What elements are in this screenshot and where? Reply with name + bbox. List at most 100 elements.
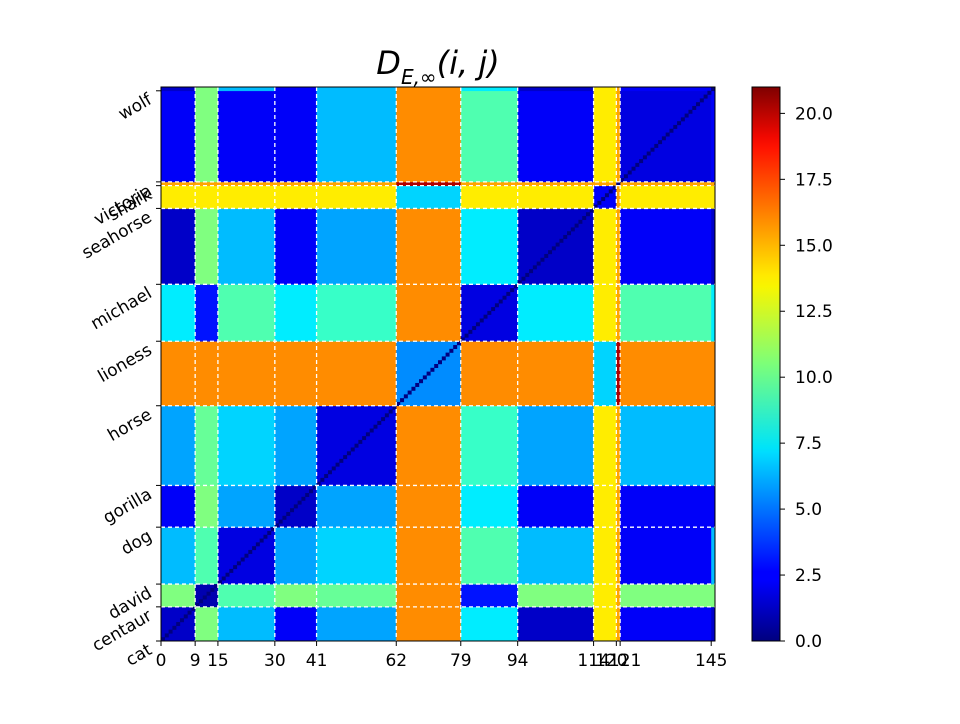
diagonal-cell [198,599,203,604]
diagonal-cell [229,568,234,573]
diagonal-cell [631,166,636,171]
heatmap-cell-victoria-cat [161,90,196,183]
diagonal-cell [635,162,640,167]
heatmap-cell-wolf-david [217,87,276,92]
diagonal-cell [559,238,564,243]
heatmap-cell-michael-cat [161,208,196,285]
heatmap-cell-gorilla-victoria [620,405,712,486]
heatmap-cell-horse-david [217,341,276,407]
x-tick-label: 79 [450,651,472,671]
heatmap-cell-seahorse-david [217,185,276,209]
diagonal-cell [502,295,507,300]
heatmap-cell-lioness-michael [517,284,594,342]
heatmap-cell-seahorse-wolf [711,185,716,209]
diagonal-cell [696,102,701,107]
diagonal-cell [430,367,435,372]
diagonal-cell [438,360,442,365]
plot-frame [160,86,716,642]
x-tick-label: 62 [385,651,407,671]
heatmap-cell-gorilla-lioness [460,405,518,486]
diagonal-cell [612,185,617,190]
diagonal-cell [320,477,325,482]
colorbar [751,86,781,642]
diagonal-cell [654,143,659,148]
heatmap-cell-michael-shark [616,208,621,285]
diagonal-cell [210,587,215,592]
heatmap-cell-david-horse [396,527,462,585]
diagonal-cell [601,197,606,202]
heatmap-cell-horse-gorilla [316,341,397,407]
heatmap-cell-dog-shark [616,485,621,528]
heatmap-cell-centaur-lioness [460,584,518,608]
diagonal-cell [483,314,488,319]
heatmap-cell-michael-wolf [711,208,716,285]
diagonal-cell [658,140,663,145]
heatmap-cell-horse-lioness [460,341,518,407]
diagonal-cell [381,417,386,422]
heatmap-cell-horse-wolf [711,341,716,407]
colorbar-tick-label: 5.0 [795,500,822,520]
diagonal-cell [574,223,579,228]
diagonal-cell [551,246,556,251]
heatmap-cell-michael-dog [274,208,317,285]
diagonal-cell [525,272,530,277]
colorbar-tick-label: 0.0 [795,632,822,652]
diagonal-cell [271,527,276,532]
diagonal-cell [217,580,222,585]
diagonal-cell [639,159,644,164]
heatmap-cell-david-cat [161,527,196,585]
heatmap-cell-lioness-gorilla [316,284,397,342]
diagonal-cell [179,618,184,623]
diagonal-cell [441,356,446,361]
heatmap-cell-shark-victoria [620,181,712,186]
heatmap-cell-gorilla-shark [616,405,621,486]
diagonal-cell [680,117,685,122]
diagonal-cell [699,98,704,103]
diagonal-cell [677,121,682,126]
heatmap-cell-michael-gorilla [316,208,397,285]
heatmap-cell-gorilla-cat [161,405,196,486]
diagonal-cell [620,178,625,183]
diagonal-cell [161,637,165,642]
heatmap-cell-dog-horse [396,485,462,528]
heatmap-cell-wolf-michael [517,87,594,92]
diagonal-cell [293,504,298,509]
diagonal-cell [468,329,473,334]
diagonal-cell [419,379,424,384]
heatmap-cell-horse-michael [517,341,594,407]
heatmap-cell-cat-horse [396,606,462,642]
y-axis: catcentaurdaviddoggorillahorselionessmic… [79,89,161,671]
colorbar-tick-label: 12.5 [795,302,833,322]
x-tick-label: 0 [156,651,167,671]
diagonal-cell [665,132,670,137]
heatmap-cell-michael-lioness [460,208,518,285]
diagonal-cell [498,299,503,304]
diagonal-cell [312,485,317,490]
diagonal-cell [327,470,332,475]
y-tick-label: wolf [115,89,156,124]
diagonal-cell [464,333,469,338]
diagonal-cell [343,455,348,460]
heatmap-cell-shark-horse [396,181,462,186]
heatmap-cell-wolf-victoria [620,87,712,92]
heatmap-cell-lioness-dog [274,284,317,342]
group-boundaries [161,87,715,641]
diagonal-cell [388,409,393,414]
heatmap-cell-lioness-shark [616,284,621,342]
diagonal-cell [684,113,689,118]
diagonal-cell [407,390,412,395]
chart-title: DE,∞(i, j) [376,44,499,89]
y-tick-label: lioness [95,340,156,387]
heatmap-cell-lioness-david [217,284,276,342]
heatmap-cell-dog-wolf [711,485,716,528]
heatmap-cell-david-dog [274,527,317,585]
heatmap-cell-david-gorilla [316,527,397,585]
diagonal-cell [532,265,537,270]
y-tick-label: gorilla [100,484,156,528]
diagonal-cell [305,493,310,498]
diagonal-cell [168,629,173,634]
heatmap-cell-dog-lioness [460,485,518,528]
diagonal-cell [358,439,363,444]
diagonal-cell [623,174,628,179]
